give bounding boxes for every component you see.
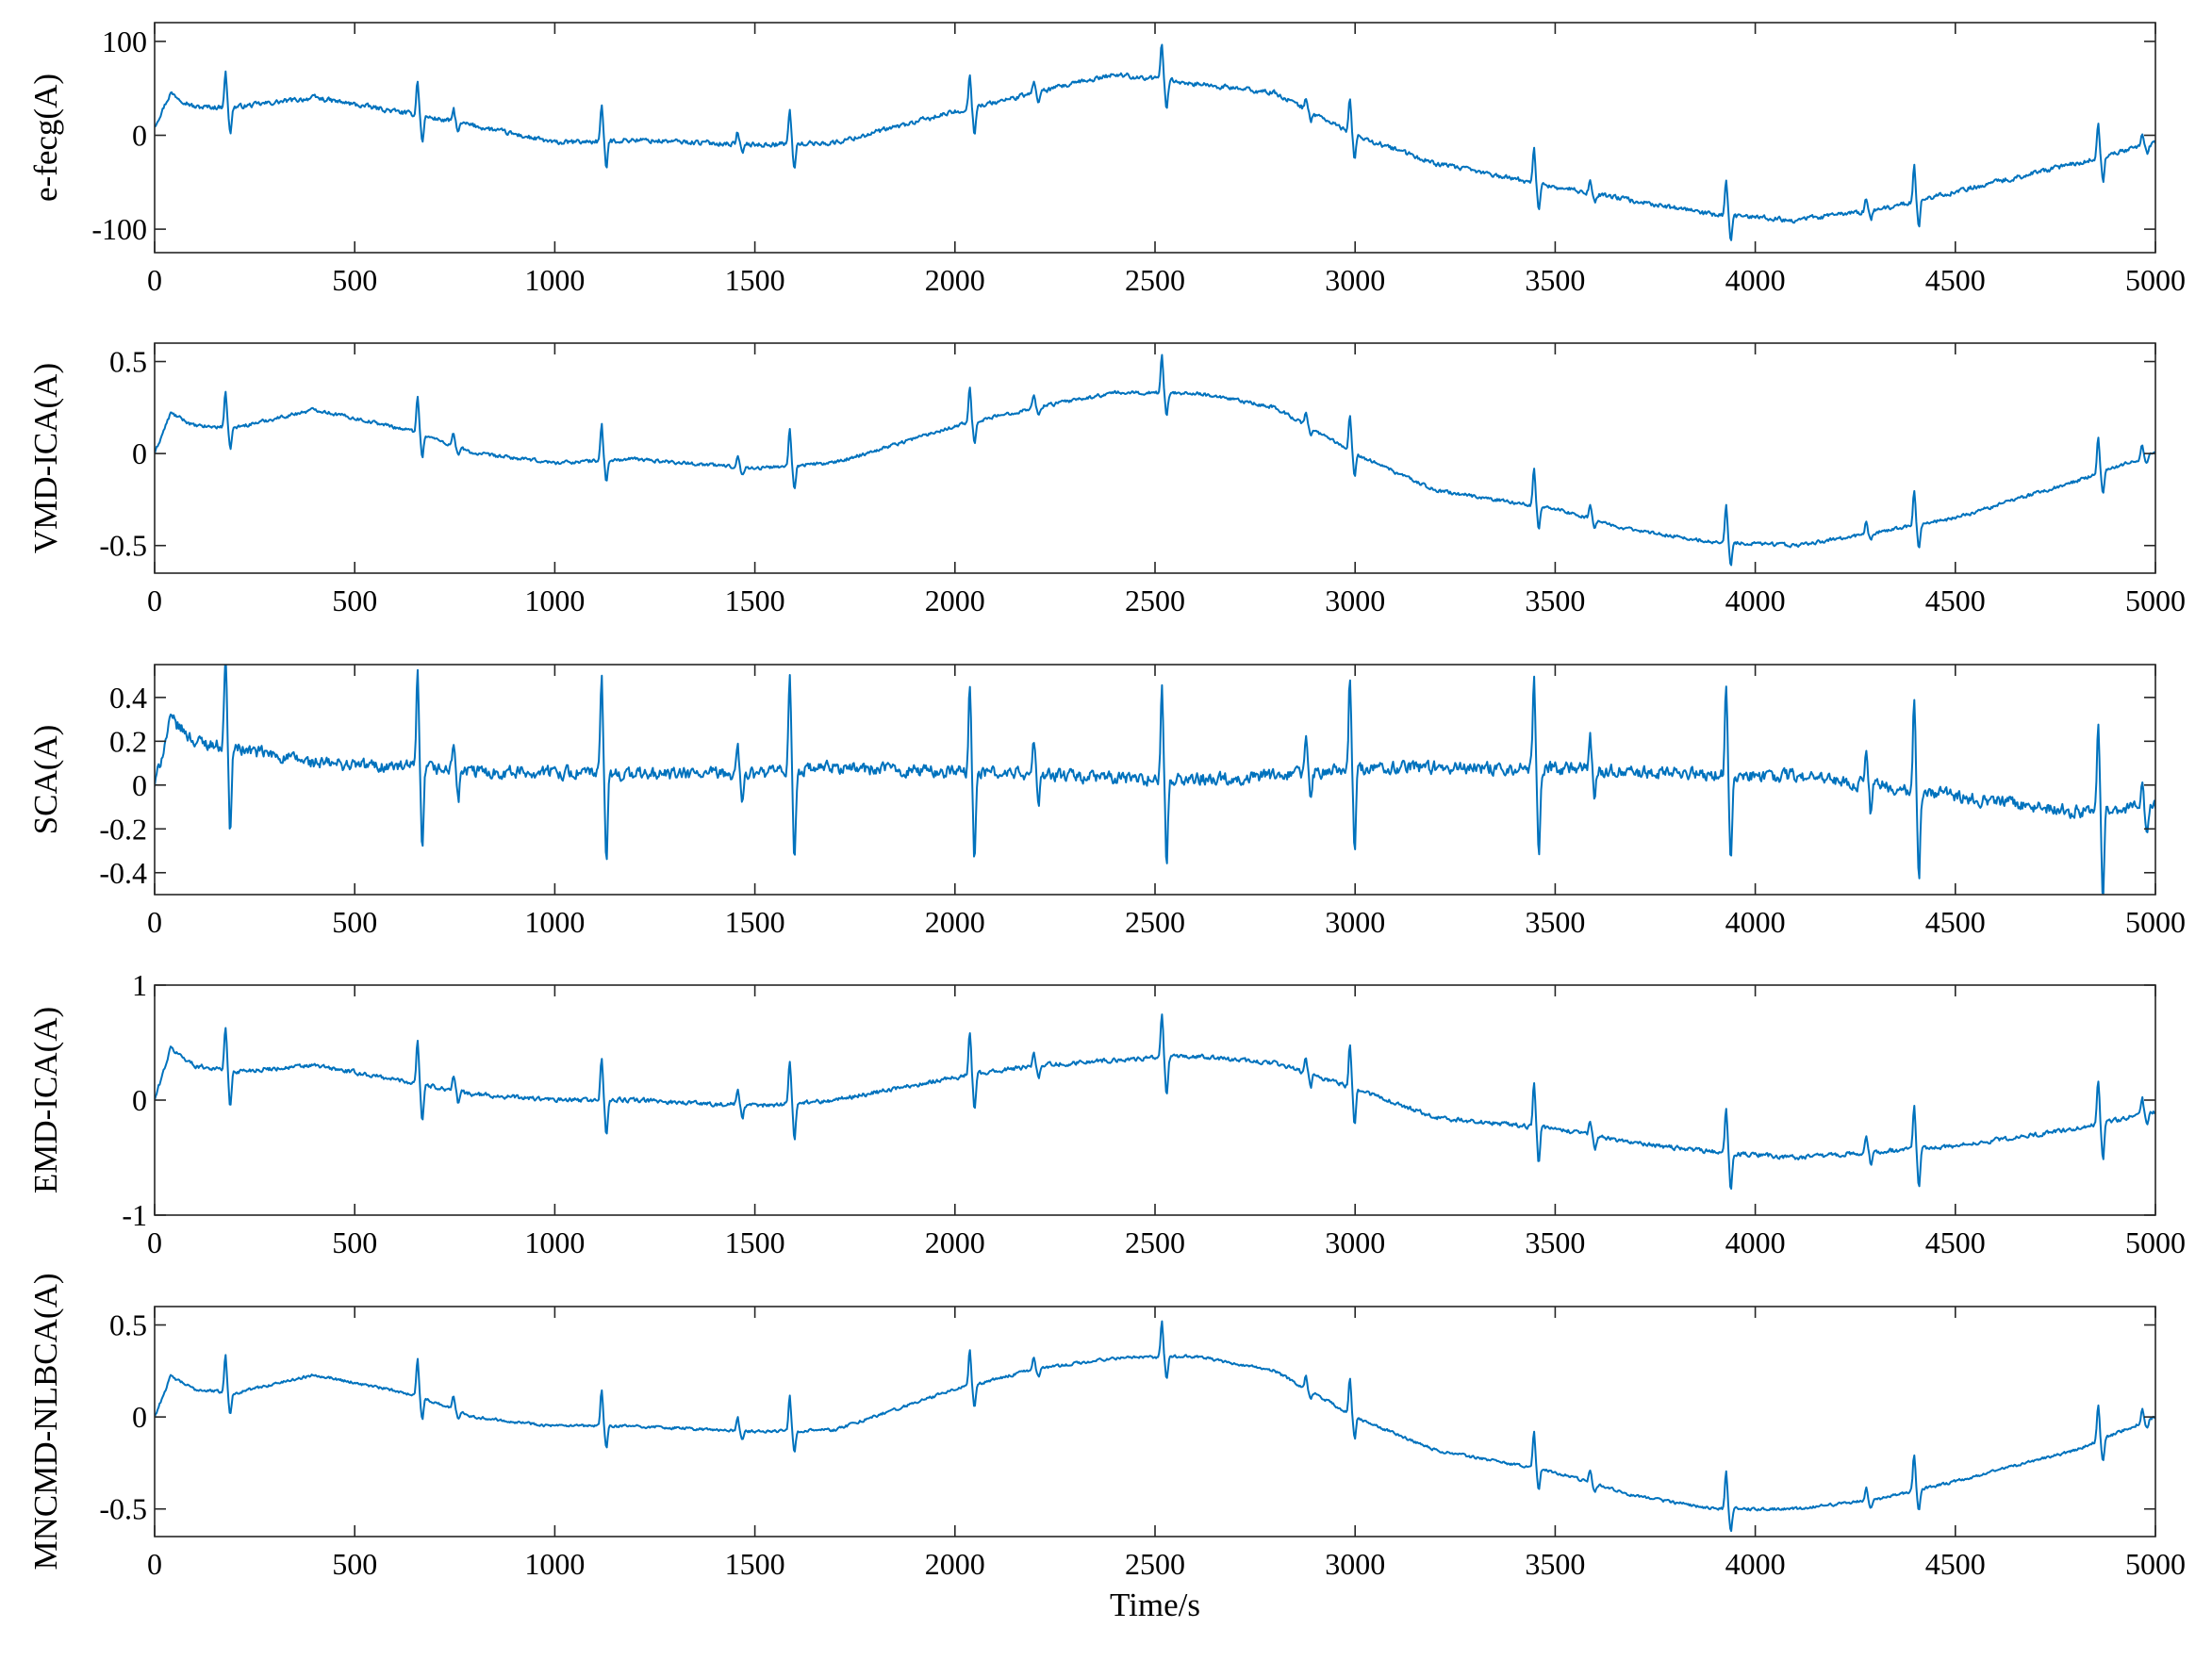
series-line-3 [155, 665, 2155, 895]
x-tick-label: 1000 [524, 263, 585, 297]
x-tick-label: 500 [332, 584, 377, 617]
x-tick-label: 500 [332, 263, 377, 297]
y-axis-label: SCA(A) [27, 725, 64, 835]
x-tick-label: 2500 [1125, 263, 1185, 297]
subplot-2: 0 500 1000 1500 2000 2500 3000 3500 4000 4500 5000… [27, 342, 2186, 617]
x-tick-label: 4500 [1925, 1225, 1986, 1259]
subplot-4: 0 500 1000 1500 2000 2500 3000 3500 4000 4500 5000… [27, 968, 2186, 1259]
subplot-3: 0 500 1000 1500 2000 2500 3000 3500 4000 4500 5000… [27, 664, 2186, 939]
x-tick-label: 1500 [725, 905, 785, 939]
x-tick-label: 3000 [1325, 263, 1385, 297]
y-tick-label: 0 [132, 119, 147, 153]
y-tick-label: -100 [91, 212, 147, 246]
x-tick-label: 5000 [2125, 905, 2186, 939]
x-tick-label: 2000 [925, 263, 985, 297]
subplot-stack: 0 500 1000 1500 2000 2500 3000 3500 4000 4500 5000… [27, 22, 2186, 1624]
y-axis-label: VMD-ICA(A) [27, 363, 64, 553]
y-tick-label: 100 [102, 25, 147, 58]
y-axis-label: MNCMD-NLBCA(A) [27, 1274, 64, 1571]
x-tick-label: 1000 [524, 905, 585, 939]
x-tick-label: 3500 [1525, 263, 1585, 297]
x-tick-label: 2500 [1125, 584, 1185, 617]
y-tick-label: 1 [132, 968, 147, 1002]
x-tick-label: 4000 [1725, 584, 1786, 617]
x-tick-label: 5000 [2125, 1225, 2186, 1259]
x-tick-label: 5000 [2125, 263, 2186, 297]
x-tick-label: 0 [147, 1225, 162, 1259]
x-tick-label: 500 [332, 1547, 377, 1581]
x-tick-label: 3500 [1525, 1547, 1585, 1581]
plot-frame [154, 984, 2156, 1216]
y-axis-label: EMD-ICA(A) [27, 1007, 64, 1193]
x-tick-label: 2500 [1125, 1547, 1185, 1581]
x-tick-label: 3000 [1325, 584, 1385, 617]
series-line-2 [155, 354, 2155, 567]
series-line-1 [155, 43, 2155, 241]
x-tick-label: 5000 [2125, 584, 2186, 617]
x-tick-label: 4000 [1725, 1225, 1786, 1259]
series-line-5 [155, 1320, 2155, 1533]
y-tick-label: -0.5 [99, 1492, 147, 1526]
x-tick-label: 0 [147, 584, 162, 617]
x-tick-label: 4000 [1725, 263, 1786, 297]
x-tick-label: 5000 [2125, 1547, 2186, 1581]
x-tick-label: 2500 [1125, 905, 1185, 939]
x-tick-label: 1500 [725, 263, 785, 297]
x-axis-label: Time/s [1110, 1587, 1200, 1623]
y-tick-label: 0 [132, 1400, 147, 1434]
x-tick-label: 2000 [925, 905, 985, 939]
x-tick-label: 1500 [725, 1547, 785, 1581]
x-tick-label: 2000 [925, 1225, 985, 1259]
subplot-1: 0 500 1000 1500 2000 2500 3000 3500 4000 4500 5000… [27, 22, 2186, 297]
y-axis-label: e-fecg(A) [27, 74, 64, 202]
x-tick-label: 3500 [1525, 584, 1585, 617]
x-tick-label: 2500 [1125, 1225, 1185, 1259]
x-tick-label: 1500 [725, 1225, 785, 1259]
y-tick-label: 0 [132, 436, 147, 470]
y-tick-label: 0.5 [109, 345, 147, 379]
x-tick-label: 1000 [524, 584, 585, 617]
x-tick-label: 3500 [1525, 905, 1585, 939]
y-tick-label: 0.4 [109, 681, 147, 715]
y-tick-label: -0.5 [99, 529, 147, 563]
plot-frame [154, 664, 2156, 896]
plot-frame [154, 22, 2156, 254]
x-tick-label: 4500 [1925, 263, 1986, 297]
x-tick-label: 1000 [524, 1547, 585, 1581]
x-tick-label: 4500 [1925, 584, 1986, 617]
y-tick-label: 0 [132, 1083, 147, 1117]
x-tick-label: 4500 [1925, 1547, 1986, 1581]
x-tick-label: 2000 [925, 584, 985, 617]
y-tick-label: -1 [122, 1198, 147, 1232]
y-tick-label: -0.2 [99, 812, 147, 846]
x-tick-label: 0 [147, 1547, 162, 1581]
subplot-5: 0 500 1000 1500 2000 2500 3000 3500 4000 4500 5000… [27, 1274, 2186, 1624]
plot-frame [154, 342, 2156, 574]
x-tick-label: 0 [147, 263, 162, 297]
y-tick-label: 0 [132, 768, 147, 802]
x-tick-label: 4500 [1925, 905, 1986, 939]
x-tick-label: 3000 [1325, 1225, 1385, 1259]
y-tick-label: 0.5 [109, 1308, 147, 1342]
x-tick-label: 3000 [1325, 905, 1385, 939]
x-tick-label: 3000 [1325, 1547, 1385, 1581]
x-tick-label: 0 [147, 905, 162, 939]
x-tick-label: 1000 [524, 1225, 585, 1259]
x-tick-label: 500 [332, 905, 377, 939]
y-tick-label: -0.4 [99, 856, 147, 890]
x-tick-label: 4000 [1725, 905, 1786, 939]
x-tick-label: 2000 [925, 1547, 985, 1581]
series-line-4 [155, 1013, 2155, 1190]
x-tick-label: 3500 [1525, 1225, 1585, 1259]
x-tick-label: 1500 [725, 584, 785, 617]
x-tick-label: 4000 [1725, 1547, 1786, 1581]
y-tick-label: 0.2 [109, 724, 147, 758]
x-tick-label: 500 [332, 1225, 377, 1259]
